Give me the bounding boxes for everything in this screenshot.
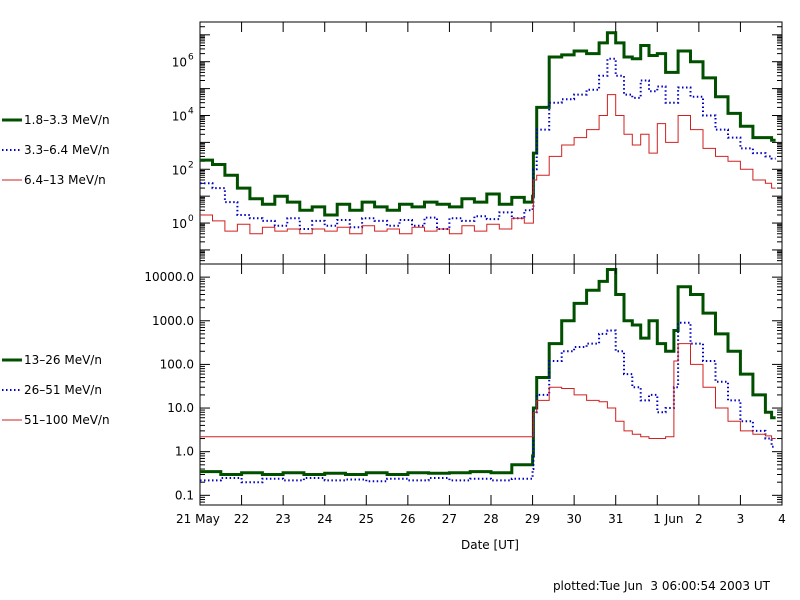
x-tick-label: 26 (400, 512, 415, 526)
series-line (200, 343, 776, 439)
y-tick-label: 0.1 (175, 488, 194, 502)
y-tick-exponent: 0 (188, 214, 194, 224)
y-tick-label: 10.0 (167, 401, 194, 415)
series-line (200, 94, 776, 235)
legend-label: 26–51 MeV/n (24, 383, 102, 397)
plot-frame (199, 21, 783, 265)
legend-label: 6.4–13 MeV/n (24, 173, 106, 187)
x-tick-label: 22 (234, 512, 249, 526)
x-tick-label: 21 May (176, 512, 220, 526)
plot-frame (199, 263, 783, 506)
y-tick-exponent: 6 (188, 53, 194, 63)
legend-label: 3.3–6.4 MeV/n (24, 143, 110, 157)
y-tick-label: 10 (172, 217, 187, 231)
x-tick-label: 25 (359, 512, 374, 526)
bottom-flux-panel: 0.1 1.0 10.0 100.0 1000.0 10000.0 13–26 MeV/n 2… (2, 263, 783, 506)
x-tick-label: 27 (442, 512, 457, 526)
x-tick-label: 1 Jun (653, 512, 683, 526)
date-axis: 21 May 22 23 24 25 26 27 28 29 30 31 1 Jun 2 3 4 (176, 22, 786, 526)
y-tick-label: 1000.0 (152, 314, 194, 328)
x-tick-label: 31 (608, 512, 623, 526)
legend-label: 1.8–3.3 MeV/n (24, 113, 110, 127)
x-tick-label: 29 (525, 512, 540, 526)
x-tick-label: 24 (317, 512, 332, 526)
y-tick-label: 10 (172, 56, 187, 70)
x-tick-label: 23 (276, 512, 291, 526)
y-tick-label: 10 (172, 163, 187, 177)
y-tick-label: 10000.0 (144, 270, 194, 284)
x-tick-label: 3 (737, 512, 745, 526)
x-tick-label: 30 (567, 512, 582, 526)
series-line (200, 268, 776, 476)
series-line (200, 31, 776, 217)
x-tick-label: 2 (695, 512, 703, 526)
y-tick-label: 10 (172, 109, 187, 123)
x-tick-label: 28 (483, 512, 498, 526)
y-tick-exponent: 4 (188, 106, 194, 116)
y-tick-exponent: 2 (188, 160, 194, 170)
legend-label: 13–26 MeV/n (24, 353, 102, 367)
x-axis-title: Date [UT] (461, 538, 519, 552)
y-tick-label: 1.0 (175, 445, 194, 459)
y-tick-label: 100.0 (160, 357, 194, 371)
legend-label: 51–100 MeV/n (24, 413, 110, 427)
series-line (200, 321, 776, 484)
plotted-timestamp: plotted:Tue Jun 3 06:00:54 2003 UT (553, 579, 771, 593)
x-tick-label: 4 (778, 512, 786, 526)
